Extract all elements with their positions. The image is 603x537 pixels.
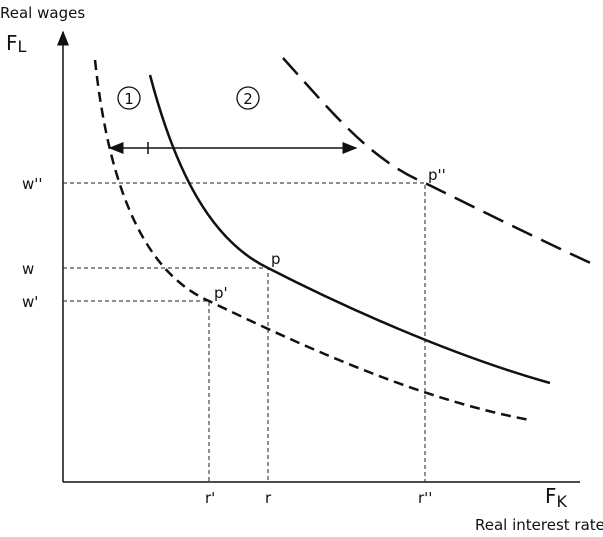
x-tick-label: r [265,489,272,507]
x-axis-symbol: FK [545,484,568,511]
shift-badge [117,86,141,110]
shift-label: 2 [243,90,253,108]
point-label: p [271,250,281,268]
x-tick-label: r'' [418,489,432,507]
y-tick-label: w [22,260,34,278]
y-tick-label: w'' [22,175,43,193]
y-tick-label: w' [22,293,38,311]
curve-short-dash [93,59,531,422]
guide-line [63,300,210,482]
point-label: p'' [428,166,446,184]
curve-solid [148,74,551,385]
shift-label: 1 [124,90,134,108]
guide-line [63,182,426,482]
curve-long-dash [282,57,596,267]
point-label: p' [214,284,228,302]
x-axis-title: Real interest rate [475,516,603,534]
shift-badge [236,86,260,110]
x-tick-label: r' [205,489,215,507]
guide-line [63,267,269,482]
y-axis-symbol: FL [6,31,27,56]
y-axis-title: Real wages [0,4,85,22]
